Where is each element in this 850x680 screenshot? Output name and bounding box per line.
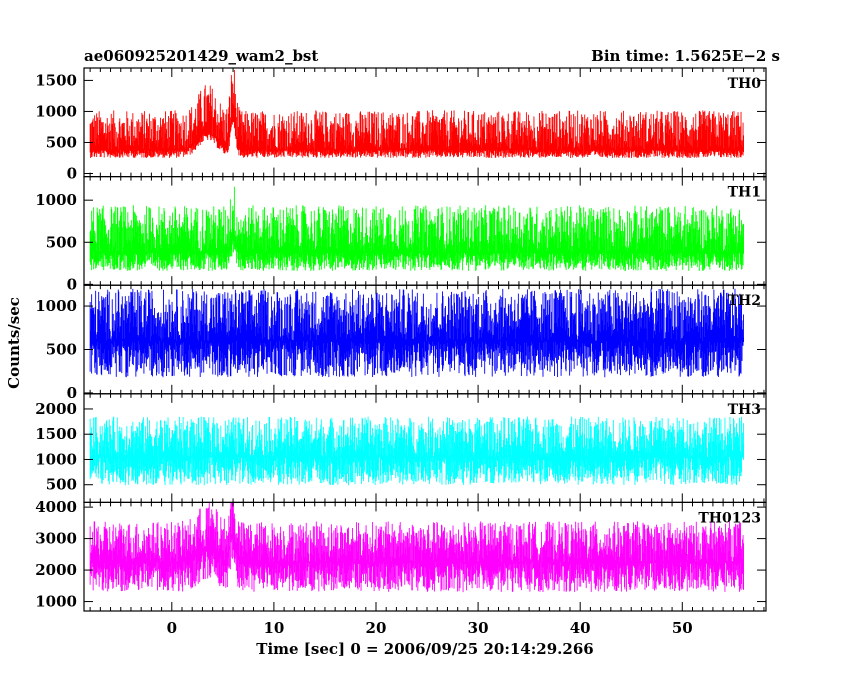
y-axis-label: Counts/sec: [5, 297, 23, 389]
panel-th0123: 1000 2000 3000 4000 TH0123: [35, 498, 767, 612]
panel-label: TH1: [728, 185, 761, 201]
x-tick-label: 30: [468, 619, 489, 637]
light-curve-th3: [89, 416, 744, 486]
y-tick-label: 1000: [35, 102, 77, 120]
panel-th3: 500 1000 1500 2000 TH3: [35, 393, 767, 503]
y-tick-label: 500: [46, 233, 77, 251]
light-curve-th0123: [89, 502, 744, 593]
y-tick-label: 1500: [35, 71, 77, 89]
light-curve-th2: [89, 288, 744, 378]
x-tick-label: 10: [263, 619, 284, 637]
y-tick-label: 1000: [35, 191, 77, 209]
panel-label: TH0123: [698, 510, 761, 526]
chart-title-left: ae060925201429_wam2_bst: [84, 47, 318, 65]
light-curve-th1: [89, 186, 744, 271]
panel-label: TH2: [728, 293, 761, 309]
x-tick-label: 40: [570, 619, 591, 637]
x-tick-label: 50: [672, 619, 693, 637]
y-tick-label: 500: [46, 340, 77, 358]
panel-th0: 0 500 1000 1500 TH0: [35, 67, 767, 182]
y-tick-label: 0: [67, 164, 77, 182]
y-tick-label: 500: [46, 476, 77, 494]
y-tick-label: 1000: [35, 593, 77, 611]
y-tick-label: 500: [46, 133, 77, 151]
x-tick-label: 0: [167, 619, 177, 637]
y-tick-label: 3000: [35, 530, 77, 548]
y-tick-label: 4000: [35, 498, 77, 516]
panel-label: TH3: [728, 402, 761, 418]
y-tick-label: 1000: [35, 297, 77, 315]
panel-th2: 0 500 1000 TH2: [35, 284, 767, 402]
y-tick-label: 0: [67, 384, 77, 402]
panel-frame: [83, 501, 767, 612]
light-curve-th0: [89, 69, 744, 158]
panel-label: TH0: [728, 76, 762, 92]
y-tick-label: 1000: [35, 450, 77, 468]
y-tick-label: 2000: [35, 400, 77, 418]
chart-title-right: Bin time: 1.5625E−2 s: [591, 47, 780, 65]
y-tick-label: 1500: [35, 425, 77, 443]
x-axis-label: Time [sec] 0 = 2006/09/25 20:14:29.266: [256, 640, 593, 658]
y-tick-label: 2000: [35, 561, 77, 579]
panel-th1: 0 500 1000 TH1: [35, 176, 767, 293]
x-tick-label: 20: [366, 619, 387, 637]
y-tick-label: 0: [67, 275, 77, 293]
